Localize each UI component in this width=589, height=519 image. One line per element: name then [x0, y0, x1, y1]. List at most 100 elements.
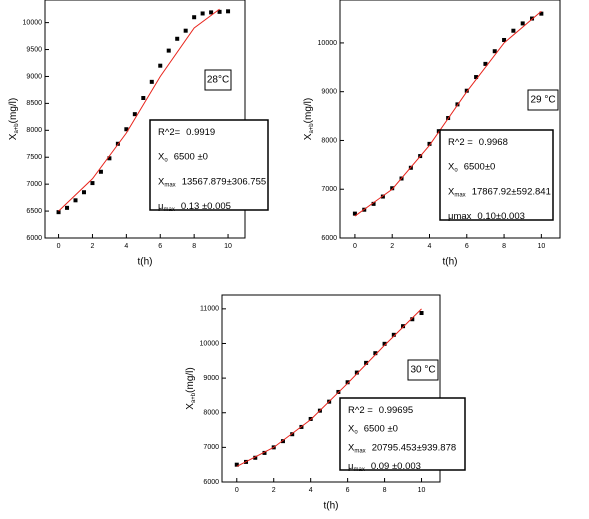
data-point	[373, 351, 378, 356]
data-point	[65, 205, 70, 210]
data-point	[166, 48, 171, 53]
y-label-text: X	[185, 403, 196, 410]
stats-value: 0.9968	[479, 137, 508, 148]
temperature-box	[527, 89, 559, 111]
y-label-unit: (mg/l)	[8, 98, 19, 124]
data-point	[226, 9, 231, 14]
y-tick-label: 8000	[203, 410, 219, 417]
y-label-sub: a+b	[191, 392, 197, 403]
y-tick-label: 11000	[200, 306, 219, 313]
data-point	[539, 11, 544, 16]
y-tick-label: 6500	[26, 208, 42, 215]
data-point	[371, 201, 376, 206]
stats-line: Xo 6500 ±0	[158, 151, 208, 163]
data-point	[502, 37, 507, 42]
stats-line: Xo 6500 ±0	[348, 423, 398, 435]
temperature-label: 28°C	[207, 75, 229, 86]
data-point	[464, 88, 469, 93]
data-point	[253, 455, 258, 460]
y-axis-label: Xa+b(mg/l)	[185, 367, 197, 409]
data-point	[401, 324, 406, 329]
plot-frame	[339, 0, 561, 239]
stats-value: 0.9919	[186, 127, 215, 138]
data-point	[107, 156, 112, 161]
y-tick-label: 7500	[26, 154, 42, 161]
y-label-sub: a+b	[14, 123, 20, 134]
x-tick-label: 2	[390, 243, 394, 250]
data-point	[56, 210, 61, 215]
data-point	[290, 432, 295, 437]
y-tick-label: 6000	[203, 479, 219, 486]
stats-label: X	[348, 423, 355, 434]
data-point	[73, 198, 78, 203]
data-point	[81, 190, 86, 195]
x-tick-label: 8	[192, 243, 196, 250]
stats-line: Xmax 20795.453±939.878	[348, 442, 456, 454]
stats-label: μ	[348, 461, 353, 472]
data-point	[520, 21, 525, 26]
x-tick-label: 6	[158, 243, 162, 250]
data-point	[217, 9, 222, 14]
data-point	[280, 439, 285, 444]
stats-label: R^2=	[158, 127, 181, 138]
stats-line: μmax 0.09 ±0.003	[348, 461, 421, 473]
data-point	[410, 317, 415, 322]
x-tick-label: 4	[428, 243, 432, 250]
x-tick-label: 0	[235, 487, 239, 494]
x-tick-label: 6	[346, 487, 350, 494]
stats-value: 0.99695	[379, 405, 413, 416]
data-point	[209, 10, 214, 15]
data-point	[474, 75, 479, 80]
stats-value: 17867.92±592.841	[472, 186, 551, 197]
plot-frame	[44, 0, 246, 239]
stats-line: μmax 0.13 ±0.005	[158, 201, 231, 213]
stats-label: X	[348, 442, 355, 453]
data-point	[382, 341, 387, 346]
stats-value: 20795.453±939.878	[372, 442, 456, 453]
y-tick-label: 7000	[203, 444, 219, 451]
stats-line: Xmax 13567.879±306.755	[158, 176, 266, 188]
stats-value: 0.09 ±0.003	[371, 461, 421, 472]
data-point	[149, 79, 154, 84]
y-axis-label: Xa+b(mg/l)	[303, 98, 315, 140]
stats-label: X	[448, 161, 455, 172]
stats-sub: o	[454, 167, 458, 173]
data-point	[200, 11, 205, 16]
stats-label: X	[158, 151, 165, 162]
temperature-label: 30 °C	[410, 365, 435, 376]
x-tick-label: 10	[537, 243, 545, 250]
y-tick-label: 9000	[321, 89, 337, 96]
y-tick-label: 6000	[321, 235, 337, 242]
data-point	[192, 15, 197, 20]
x-tick-label: 0	[57, 243, 61, 250]
stats-line: μmax 0.10±0.003	[448, 211, 525, 222]
y-tick-label: 8000	[321, 137, 337, 144]
stats-label: X	[448, 186, 455, 197]
y-label-text: X	[8, 133, 19, 140]
temperature-box	[204, 69, 232, 91]
stats-line: Xmax 17867.92±592.841	[448, 186, 551, 198]
y-label-text: X	[303, 133, 314, 140]
x-axis-label: t(h)	[443, 257, 458, 268]
x-tick-label: 2	[91, 243, 95, 250]
stats-value: 6500 ±0	[364, 423, 398, 434]
stats-label: μmax	[448, 211, 472, 222]
stats-line: Xo 6500±0	[448, 161, 495, 173]
y-tick-label: 8500	[26, 100, 42, 107]
x-tick-label: 4	[309, 487, 313, 494]
y-tick-label: 8000	[26, 127, 42, 134]
y-tick-label: 10000	[23, 19, 43, 26]
data-point	[175, 36, 180, 41]
x-tick-label: 8	[383, 487, 387, 494]
data-point	[354, 370, 359, 375]
stats-box	[439, 129, 554, 221]
temperature-label: 29 °C	[530, 95, 555, 106]
stats-sub: max	[454, 192, 465, 198]
stats-sub: o	[164, 157, 168, 163]
y-tick-label: 9000	[203, 375, 219, 382]
stats-label: X	[158, 176, 165, 187]
y-tick-label: 9000	[26, 73, 42, 80]
data-point	[132, 112, 137, 117]
